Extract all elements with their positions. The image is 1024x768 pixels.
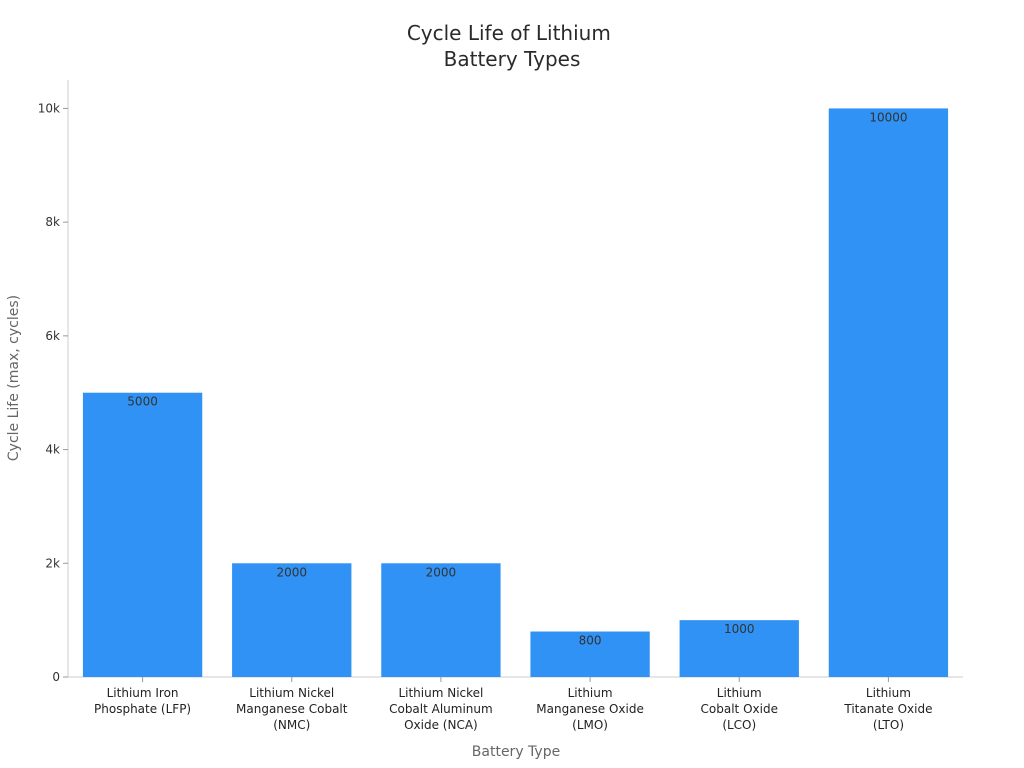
y-tick-label: 2k (45, 556, 60, 570)
x-tick-label-line: Lithium Iron (107, 686, 179, 700)
chart-title-line-1: Cycle Life of Lithium (407, 21, 611, 45)
bar (232, 563, 352, 677)
bar-value-label: 800 (579, 634, 602, 648)
bar (679, 620, 799, 677)
x-tick-label-line: (LMO) (572, 718, 608, 732)
x-tick-label-line: Phosphate (LFP) (94, 702, 191, 716)
x-tick-label-line: (NMC) (273, 718, 310, 732)
chart-title-line-2: Battery Types (444, 47, 581, 71)
x-tick-label-line: Lithium Nickel (398, 686, 483, 700)
x-tick-label-line: Manganese Oxide (536, 702, 644, 716)
x-tick-label-line: Cobalt Oxide (701, 702, 778, 716)
bar (381, 563, 501, 677)
bar (530, 631, 650, 677)
axes-group: 0 2k 4k 6k 8k 10k (38, 80, 963, 684)
y-tick-label: 8k (45, 215, 60, 229)
x-tick-label-line: Cobalt Aluminum (389, 702, 493, 716)
x-axis-title: Battery Type (472, 744, 560, 760)
y-axis-title: Cycle Life (max, cycles) (6, 295, 22, 461)
x-tick-label-line: Lithium Nickel (249, 686, 334, 700)
bar (828, 108, 949, 677)
y-tick-label: 4k (45, 443, 60, 457)
y-tick-label: 0 (52, 670, 60, 684)
x-tick-label: Lithium Nickel Cobalt Aluminum Oxide (NCA) (389, 686, 493, 732)
x-tick-label-line: Lithium (866, 686, 911, 700)
x-tick-label: Lithium Manganese Oxide (LMO) (536, 686, 644, 732)
bar-value-label: 1000 (724, 622, 755, 636)
x-tick-label-line: Lithium (717, 686, 762, 700)
bars-group (82, 108, 949, 677)
x-tick-label-line: Titanate Oxide (843, 702, 932, 716)
bar-value-label: 10000 (869, 110, 907, 124)
x-tick-label-line: (LCO) (722, 718, 756, 732)
x-tick-label: Lithium Nickel Manganese Cobalt (NMC) (236, 686, 348, 732)
x-tick-label: Lithium Cobalt Oxide (LCO) (701, 686, 778, 732)
bar-value-label: 2000 (426, 565, 457, 579)
x-tick-label-line: Lithium (568, 686, 613, 700)
y-tick-label: 6k (45, 329, 60, 343)
x-tick-label-line: Oxide (NCA) (404, 718, 478, 732)
x-tick-label: Lithium Titanate Oxide (LTO) (843, 686, 932, 732)
y-tick-label: 10k (38, 101, 60, 115)
bar-value-label: 2000 (276, 565, 307, 579)
x-tick-label-line: (LTO) (873, 718, 904, 732)
x-tick-label: Lithium Iron Phosphate (LFP) (94, 686, 191, 716)
labels-group: 5000 Lithium Iron Phosphate (LFP) 2000 Lithi… (94, 110, 932, 732)
x-tick-label-line: Manganese Cobalt (236, 702, 348, 716)
bar (82, 392, 203, 677)
bar-value-label: 5000 (127, 395, 158, 409)
chart-title: Cycle Life of Lithium Battery Types (407, 21, 617, 71)
